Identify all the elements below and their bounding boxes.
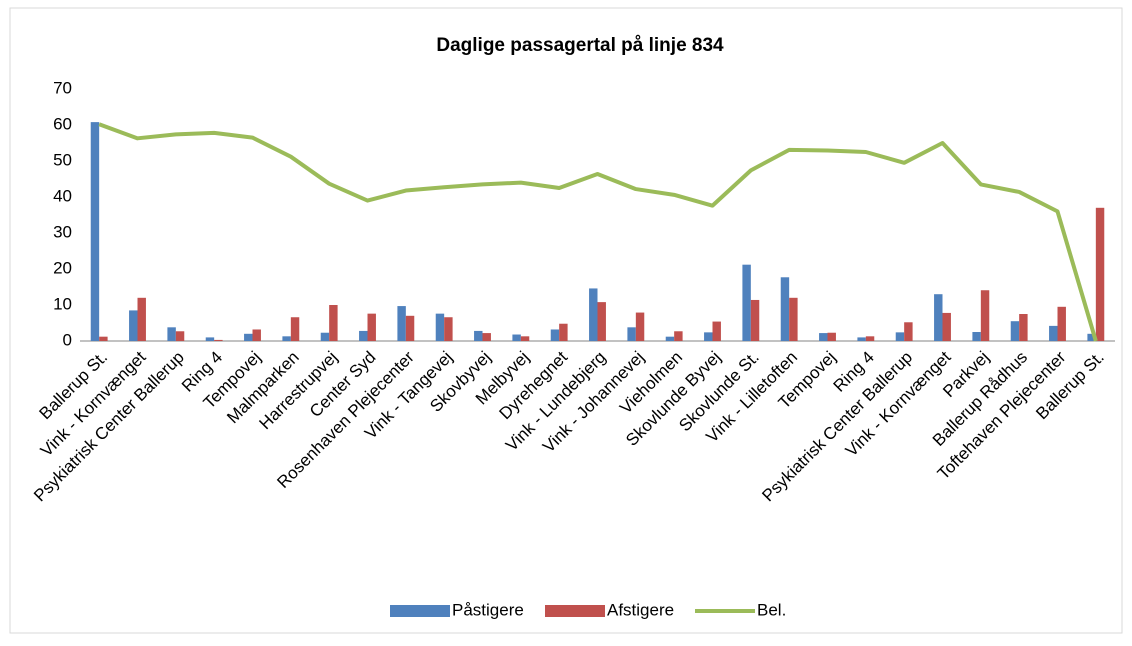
bar: [1095, 207, 1105, 341]
y-tick-label: 70: [53, 78, 72, 97]
legend-label: Afstigere: [607, 600, 674, 619]
bar: [1019, 314, 1028, 341]
legend-swatch: [545, 605, 605, 617]
bar: [214, 339, 223, 341]
bar: [980, 290, 990, 341]
bar: [435, 313, 445, 341]
legend-label: Påstigere: [452, 600, 524, 619]
bar: [329, 305, 338, 341]
bar: [750, 299, 760, 341]
bar: [175, 331, 185, 341]
bar: [1057, 306, 1066, 341]
bar: [320, 332, 330, 341]
bar: [904, 322, 913, 341]
bar: [282, 336, 291, 341]
bar: [942, 312, 951, 341]
y-tick-label: 30: [53, 222, 72, 241]
bar: [244, 333, 253, 341]
bar: [1049, 325, 1058, 341]
bar: [589, 288, 598, 341]
bar: [90, 122, 100, 342]
bar: [665, 336, 675, 341]
bar: [827, 332, 836, 341]
bar: [405, 315, 415, 341]
chart-frame: [9, 7, 1123, 634]
line: [98, 122, 1098, 342]
bar: [512, 334, 521, 341]
chart-title: Daglige passagertal på linje 834: [436, 35, 724, 56]
bar: [712, 321, 721, 341]
bar: [674, 331, 683, 341]
bar: [857, 337, 866, 341]
legend-label: Bel.: [757, 600, 786, 619]
bar: [934, 294, 943, 341]
bar: [895, 332, 905, 341]
bar: [99, 336, 108, 341]
bar: [597, 302, 606, 341]
bar: [474, 330, 483, 341]
bar: [444, 317, 453, 341]
bar: [550, 329, 560, 341]
bar: [972, 332, 981, 341]
bar: [559, 323, 568, 341]
bar: [167, 327, 176, 341]
bar: [780, 277, 790, 341]
bar: [627, 327, 636, 341]
bar: [252, 329, 261, 341]
y-tick-label: 40: [53, 186, 72, 205]
bar: [1010, 321, 1020, 341]
bar: [367, 313, 376, 341]
bar: [482, 333, 491, 341]
bar: [635, 312, 645, 341]
y-tick-label: 10: [53, 294, 72, 313]
y-tick-label: 60: [53, 114, 72, 133]
bar: [205, 337, 215, 341]
bar: [290, 317, 300, 341]
bar: [1087, 333, 1096, 341]
bar: [397, 306, 406, 341]
y-tick-label: 0: [63, 330, 72, 349]
bar: [819, 333, 828, 341]
bar: [742, 264, 751, 341]
bar: [137, 297, 146, 341]
bar: [789, 297, 798, 341]
bar: [704, 332, 713, 341]
y-tick-label: 20: [53, 258, 72, 277]
bar: [865, 336, 875, 341]
bar: [129, 310, 138, 341]
bar: [359, 330, 368, 341]
bar: [520, 336, 530, 341]
legend-swatch: [390, 605, 450, 617]
y-tick-label: 50: [53, 150, 72, 169]
